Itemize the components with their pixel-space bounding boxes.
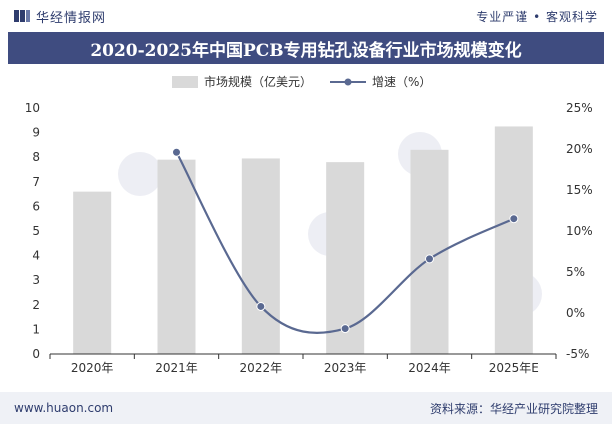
x-tick-label: 2023年 <box>324 361 367 375</box>
bar <box>241 158 280 354</box>
slogan: 专业严谨 • 客观科学 <box>476 9 598 24</box>
bar <box>157 159 196 354</box>
y-right-tick-label: 15% <box>566 183 593 197</box>
y-left-tick-label: 4 <box>32 249 40 263</box>
y-left-tick-label: 10 <box>25 101 40 115</box>
legend-label-line: 增速（%） <box>372 75 431 89</box>
legend-swatch-bar <box>172 76 198 88</box>
y-right-tick-label: 5% <box>566 265 585 279</box>
legend-marker-line <box>344 78 352 86</box>
y-left-tick-label: 0 <box>32 347 40 361</box>
brand-logo-icon <box>14 10 30 22</box>
line-point <box>172 147 181 157</box>
y-left-tick-label: 6 <box>32 199 40 213</box>
bar <box>494 126 533 354</box>
line-point <box>256 301 266 311</box>
y-left-tick-label: 8 <box>32 150 40 164</box>
y-left-tick-label: 7 <box>32 175 40 189</box>
y-right-tick-label: -5% <box>566 347 589 361</box>
data-source: 资料来源：华经产业研究院整理 <box>429 401 598 416</box>
legend: 市场规模（亿美元） 增速（%） <box>172 74 431 89</box>
y-right-tick-label: 20% <box>566 142 593 156</box>
website-link[interactable]: www.huaon.com <box>14 401 114 415</box>
y-left-tick-label: 3 <box>32 273 40 287</box>
brand-name: 华经情报网 <box>36 10 107 26</box>
x-tick-label: 2021年 <box>155 361 198 375</box>
chart-plot: 市场规模（亿美元） 增速（%） 2020年 2021年 2022年 2023年 2024年… <box>25 74 593 375</box>
y-left-tick-label: 1 <box>32 322 40 336</box>
chart-title: 2020-2025年中国PCB专用钻孔设备行业市场规模变化 <box>90 40 522 61</box>
title-bar: 2020-2025年中国PCB专用钻孔设备行业市场规模变化 <box>8 32 604 64</box>
line-point <box>509 214 519 224</box>
line-series <box>172 147 519 334</box>
legend-label-bar: 市场规模（亿美元） <box>204 74 312 89</box>
top-bar: 华经情报网 专业严谨 • 客观科学 <box>0 0 612 32</box>
y-left-tick-label: 5 <box>32 224 40 238</box>
x-tick-label: 2025年E <box>489 361 539 375</box>
bar <box>73 191 112 354</box>
line-point <box>425 254 434 264</box>
x-tick-label: 2020年 <box>71 361 114 375</box>
brand: 华经情报网 <box>14 7 106 26</box>
footer: www.huaon.com 资料来源：华经产业研究院整理 <box>0 392 612 424</box>
line-point <box>340 324 350 334</box>
x-tick-label: 2022年 <box>240 361 283 375</box>
y-left-tick-label: 9 <box>32 126 40 140</box>
y-right-tick-label: 0% <box>566 306 585 320</box>
bar-series <box>73 126 533 354</box>
y-right-tick-label: 10% <box>566 224 593 238</box>
y-left-tick-label: 2 <box>32 298 40 312</box>
axes: 2020年 2021年 2022年 2023年 2024年 2025年E 0 1 2 3 4 5 6 7 8… <box>25 101 593 375</box>
x-tick-label: 2024年 <box>408 361 451 375</box>
y-right-tick-label: 25% <box>566 101 593 115</box>
